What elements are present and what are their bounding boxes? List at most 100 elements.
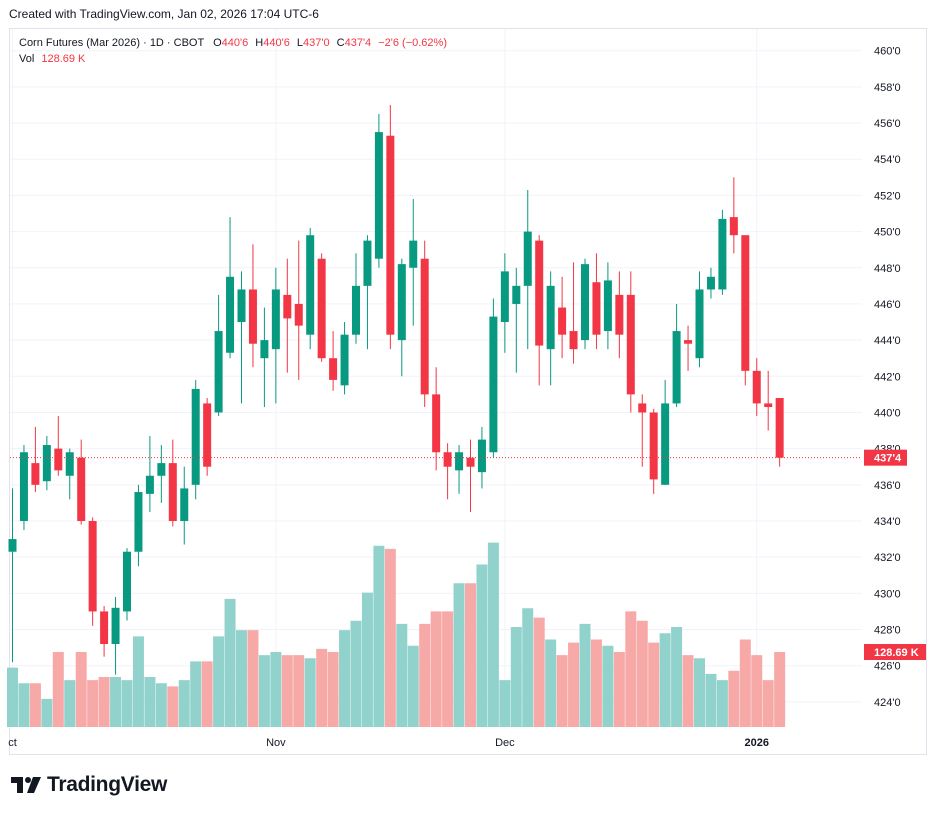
price-tick-label: 458'0 <box>874 82 901 94</box>
volume-bar <box>155 683 167 727</box>
chart-legend: Corn Futures (Mar 2026) · 1D · CBOT O440… <box>19 35 447 67</box>
candle-body <box>569 331 578 350</box>
volume-label: Vol <box>19 53 35 65</box>
volume-bar <box>671 627 683 727</box>
candle-body <box>455 452 464 471</box>
chart-caption: Created with TradingView.com, Jan 02, 20… <box>9 7 319 21</box>
open-label: O <box>213 37 222 49</box>
volume-bar <box>190 661 202 727</box>
volume-bar <box>258 655 270 727</box>
price-tick-label: 440'0 <box>874 407 901 419</box>
open-value: 440'6 <box>221 37 249 49</box>
candle-body <box>191 388 200 485</box>
candle-body <box>409 240 418 268</box>
volume-bar <box>270 652 282 727</box>
candle-body <box>203 403 212 467</box>
volume-bar <box>52 652 64 727</box>
volume-bar <box>430 611 442 727</box>
volume-bar <box>167 686 179 727</box>
volume-bar <box>453 583 465 727</box>
volume-bar <box>350 620 362 727</box>
price-tick-label: 450'0 <box>874 227 901 239</box>
price-tick-label: 446'0 <box>874 299 901 311</box>
candle-body <box>54 448 63 471</box>
low-value: 437'0 <box>303 37 330 49</box>
volume-bar <box>41 698 53 727</box>
price-tick-label: 444'0 <box>874 335 901 347</box>
candle-body <box>329 358 338 380</box>
tradingview-logo-icon <box>11 777 41 793</box>
candle-body <box>615 294 624 335</box>
candle-body <box>111 607 120 644</box>
price-tick-label: 424'0 <box>874 697 901 709</box>
candle-body <box>306 235 315 335</box>
candle-body <box>77 457 86 521</box>
volume-bar <box>373 545 385 727</box>
volume-bar <box>522 608 534 727</box>
volume-bar <box>236 630 247 727</box>
candle-body <box>684 340 693 344</box>
volume-bar <box>762 680 774 727</box>
volume-bar <box>728 670 740 727</box>
volume-bar <box>7 667 18 727</box>
candle-body <box>180 488 189 521</box>
volume-bar <box>625 611 637 727</box>
price-tick-label: 426'0 <box>874 661 901 673</box>
volume-bar <box>29 683 41 727</box>
candle-body <box>546 285 555 350</box>
price-tick-label: 456'0 <box>874 118 901 130</box>
candle-body <box>466 457 475 467</box>
price-tick-label: 430'0 <box>874 588 901 600</box>
high-value: 440'6 <box>263 37 290 49</box>
volume-bar <box>659 633 671 727</box>
volume-bar <box>281 655 293 727</box>
volume-bar <box>510 627 522 727</box>
candle-body <box>592 282 601 335</box>
volume-bar <box>87 680 99 727</box>
candle-body <box>432 394 441 453</box>
candle-body <box>157 463 166 476</box>
volume-bar <box>716 680 728 727</box>
volume-bar <box>178 680 190 727</box>
price-tick-label: 460'0 <box>874 46 901 58</box>
candle-body <box>317 258 326 359</box>
volume-bar <box>144 677 156 727</box>
price-tick-label: 434'0 <box>874 516 901 528</box>
volume-bar <box>18 683 30 727</box>
volume-bar <box>75 652 87 727</box>
candle-body <box>661 403 670 485</box>
volume-bar <box>293 655 305 727</box>
candle-body <box>42 445 51 482</box>
volume-bar <box>316 648 328 727</box>
volume-bar <box>213 636 225 727</box>
last-price-tag <box>864 449 907 466</box>
candle-body <box>100 611 109 644</box>
candle-body <box>340 334 349 386</box>
last-volume-label: 128.69 K <box>874 647 919 659</box>
chart-frame[interactable] <box>9 28 927 755</box>
candle-body <box>672 331 681 404</box>
candle-body <box>523 231 532 286</box>
candle-body <box>764 403 773 408</box>
candle-body <box>260 340 269 359</box>
high-label: H <box>255 37 264 49</box>
candle-body <box>88 520 97 612</box>
low-label: L <box>296 37 303 49</box>
volume-bar <box>636 620 648 727</box>
close-value: 437'4 <box>344 37 372 49</box>
candle-body <box>638 403 647 413</box>
volume-bar <box>339 630 351 727</box>
candle-body <box>19 452 28 521</box>
volume-bar <box>705 673 717 727</box>
volume-bar <box>751 655 763 727</box>
price-tick-label: 432'0 <box>874 552 901 564</box>
time-axis-label: ct <box>8 737 17 749</box>
tradingview-logo[interactable]: TradingView <box>11 773 167 797</box>
volume-bar <box>739 639 751 727</box>
candle-body <box>512 285 521 304</box>
volume-bar <box>694 658 705 727</box>
candle-body <box>489 316 498 453</box>
candle-body <box>352 285 360 335</box>
candle-body <box>626 294 635 395</box>
